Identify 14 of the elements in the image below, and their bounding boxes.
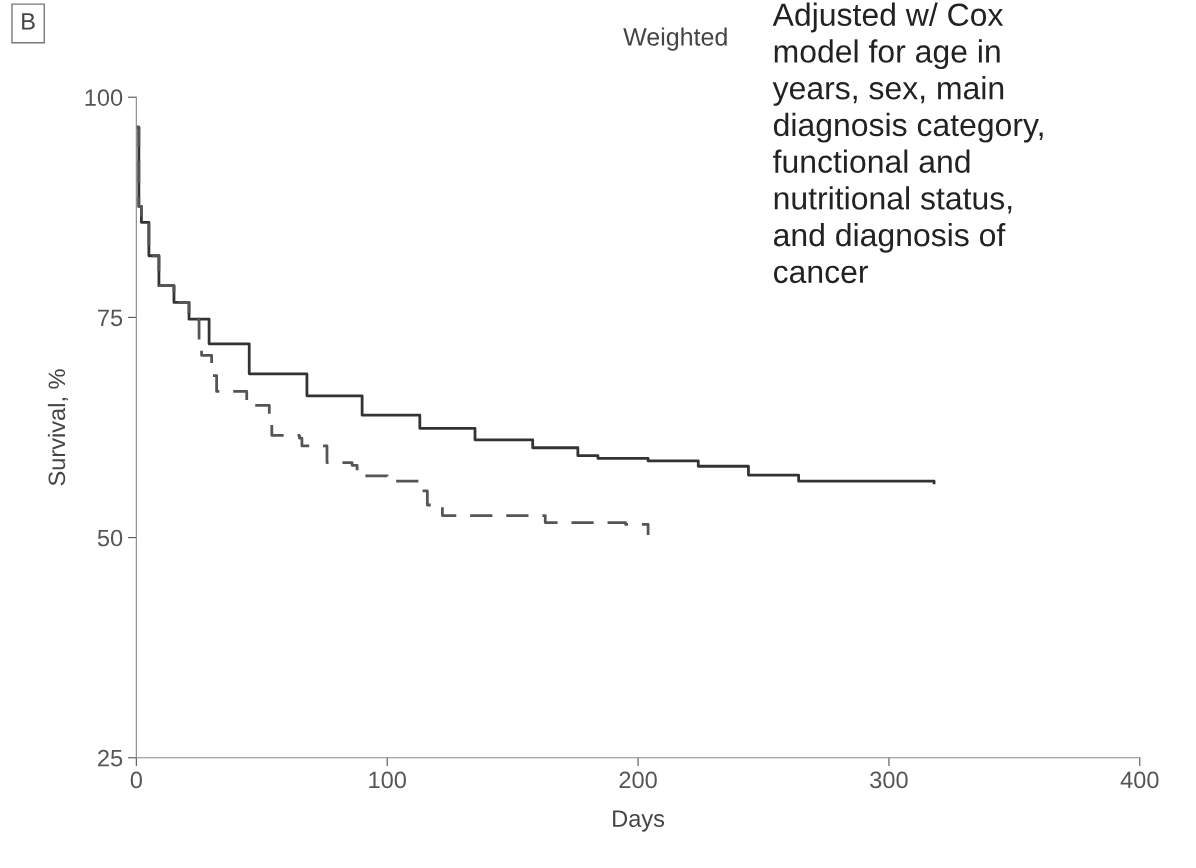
y-tick-label: 75 — [98, 309, 123, 327]
x-tick-label: 200 — [619, 771, 657, 789]
x-tick-label: 0 — [130, 771, 142, 789]
y-tick-label: 100 — [85, 89, 123, 106]
y-tick-label: 25 — [98, 749, 123, 767]
x-tick-label: 300 — [870, 771, 908, 789]
x-tick-label: 100 — [369, 771, 406, 789]
x-axis-title: Days — [613, 810, 665, 832]
annotation: Adjusted w/ Cox model for age in years, sex, main diagnosis category, functional and nutritional status, and diagnosis of cancer — [772, 2, 1043, 284]
text: B — [22, 13, 35, 30]
chart-title: Weighted — [623, 27, 727, 51]
x-tick-label: 400 — [1120, 771, 1159, 789]
y-tick-label: 50 — [97, 529, 123, 547]
y-axis-title: Survival, % — [47, 369, 68, 486]
